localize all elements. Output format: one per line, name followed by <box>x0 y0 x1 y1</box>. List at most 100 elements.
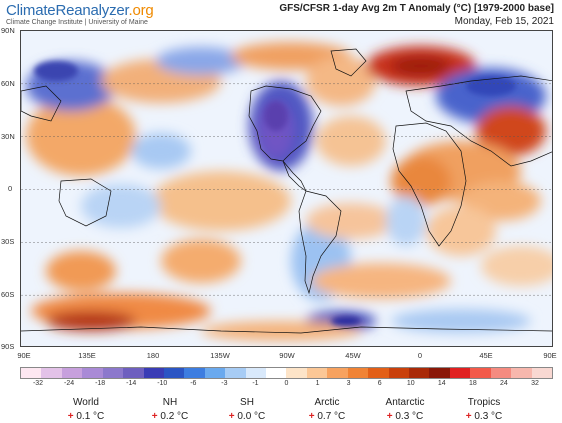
plus-icon: + <box>67 411 74 422</box>
colorbar-swatch <box>41 368 62 378</box>
africa-outline <box>392 122 467 247</box>
colorbar-tick-label: -1 <box>252 380 259 387</box>
colorbar-swatch <box>327 368 348 378</box>
colorbar-tick-label: -3 <box>221 380 228 387</box>
colorbar-swatch <box>490 368 512 378</box>
lon-label-45e: 45E <box>479 351 493 360</box>
colorbar-swatch <box>368 368 389 378</box>
lat-label-0: 0 <box>8 184 13 193</box>
eurasia-outline <box>405 75 552 167</box>
colorbar-swatch <box>449 368 471 378</box>
colorbar-swatch <box>531 368 552 378</box>
anomaly-map <box>20 30 553 347</box>
lon-label-45w: 45W <box>345 351 361 360</box>
stat-nh: NH + 0.2 °C <box>135 397 205 422</box>
stat-value-text: 0.2 °C <box>157 411 189 422</box>
colorbar-tick-label: -18 <box>95 380 106 387</box>
stat-value: + 0.2 °C <box>135 411 205 422</box>
lat-label-60n: 60N <box>1 79 15 88</box>
map-date: Monday, Feb 15, 2021 <box>454 16 554 27</box>
colorbar-tick-label: -14 <box>126 380 137 387</box>
colorbar-swatch <box>429 368 450 378</box>
map-title: GFS/CFSR 1-day Avg 2m T Anomaly (°C) [19… <box>279 3 554 14</box>
lon-label-90e-right: 90E <box>543 351 557 360</box>
stat-value-text: 0.0 °C <box>234 411 266 422</box>
stat-name: Antarctic <box>385 397 425 408</box>
plus-icon: + <box>386 411 393 422</box>
stat-value-text: 0.3 °C <box>471 411 503 422</box>
colorbar-tick-label: 14 <box>437 380 446 387</box>
north-america-outline <box>248 85 322 162</box>
stat-name: SH <box>240 397 254 408</box>
lon-label-0: 0 <box>417 351 423 360</box>
colorbar-swatch <box>266 368 287 378</box>
lon-label-90w: 90W <box>279 351 295 360</box>
colorbar-swatch <box>102 368 124 378</box>
logo-title: ClimateReanalyzer.org <box>6 2 154 19</box>
logo-part-reanalyzer: Reanalyzer <box>55 2 129 19</box>
stat-value-text: 0.3 °C <box>392 411 424 422</box>
stat-sh: SH + 0.0 °C <box>212 397 282 422</box>
plus-icon: + <box>228 411 235 422</box>
stat-world: World + 0.1 °C <box>51 397 121 422</box>
stat-antarctic: Antarctic + 0.3 °C <box>370 397 440 422</box>
colorbar-swatch <box>306 368 328 378</box>
stat-name: Arctic <box>314 397 340 408</box>
colorbar-tick-label: -32 <box>32 380 44 387</box>
stat-value-text: 0.1 °C <box>73 411 105 422</box>
colorbar-swatch <box>21 368 42 378</box>
stat-name: NH <box>162 397 178 408</box>
colorbar-tick-label: 10 <box>406 380 415 387</box>
stat-value: + 0.7 °C <box>292 411 362 422</box>
colorbar-tick-label: 32 <box>531 380 539 387</box>
colorbar-swatch <box>347 368 369 378</box>
east-asia-outline <box>21 85 62 122</box>
colorbar-tick-label: 1 <box>315 380 320 387</box>
stat-tropics: Tropics + 0.3 °C <box>449 397 519 422</box>
anomaly-field-fine <box>34 61 516 326</box>
antarctica-outline <box>21 326 552 334</box>
colorbar-swatch <box>163 368 185 378</box>
stat-name: Tropics <box>467 397 501 408</box>
stat-value: + 0.1 °C <box>51 411 121 422</box>
colorbar-swatch <box>286 368 307 378</box>
stat-value: + 0.0 °C <box>212 411 282 422</box>
colorbar-swatch <box>470 368 491 378</box>
colorbar-tick-label: -10 <box>157 380 168 387</box>
stat-arctic: Arctic + 0.7 °C <box>292 397 362 422</box>
plus-icon: + <box>308 411 315 422</box>
colorbar-tick-label: -6 <box>190 380 197 387</box>
colorbar-tick-label: -24 <box>64 380 75 387</box>
colorbar-swatch <box>225 368 246 378</box>
plus-icon: + <box>151 411 158 422</box>
graticule <box>21 83 552 296</box>
lat-label-60s: 60S <box>1 290 15 299</box>
lat-label-30s: 30S <box>1 237 15 246</box>
colorbar-swatch <box>61 368 83 378</box>
coastlines <box>21 48 552 334</box>
plus-icon: + <box>465 411 472 422</box>
colorbar-swatch <box>245 368 267 378</box>
stat-value-text: 0.7 °C <box>314 411 346 422</box>
colorbar-swatch <box>184 368 205 378</box>
colorbar-swatch <box>388 368 410 378</box>
anomaly-map-svg <box>21 31 552 346</box>
colorbar <box>20 367 553 379</box>
colorbar-tick-label: 18 <box>468 380 477 387</box>
colorbar-swatch <box>204 368 226 378</box>
lat-label-90n: 90N <box>1 26 15 35</box>
stat-value: + 0.3 °C <box>370 411 440 422</box>
stat-name: World <box>73 397 99 408</box>
lat-label-30n: 30N <box>1 132 15 141</box>
colorbar-tick-label: 24 <box>500 380 508 387</box>
stat-value: + 0.3 °C <box>449 411 519 422</box>
colorbar-swatch <box>123 368 144 378</box>
greenland-outline <box>330 48 367 77</box>
logo-subtitle: Climate Change Institute | University of… <box>6 19 148 26</box>
colorbar-swatch <box>409 368 430 378</box>
logo-part-org: .org <box>128 2 154 19</box>
colorbar-tick-label: 3 <box>346 380 351 387</box>
australia-outline <box>58 178 112 227</box>
lon-label-90e: 90E <box>17 351 31 360</box>
lon-label-180: 180 <box>146 351 160 360</box>
